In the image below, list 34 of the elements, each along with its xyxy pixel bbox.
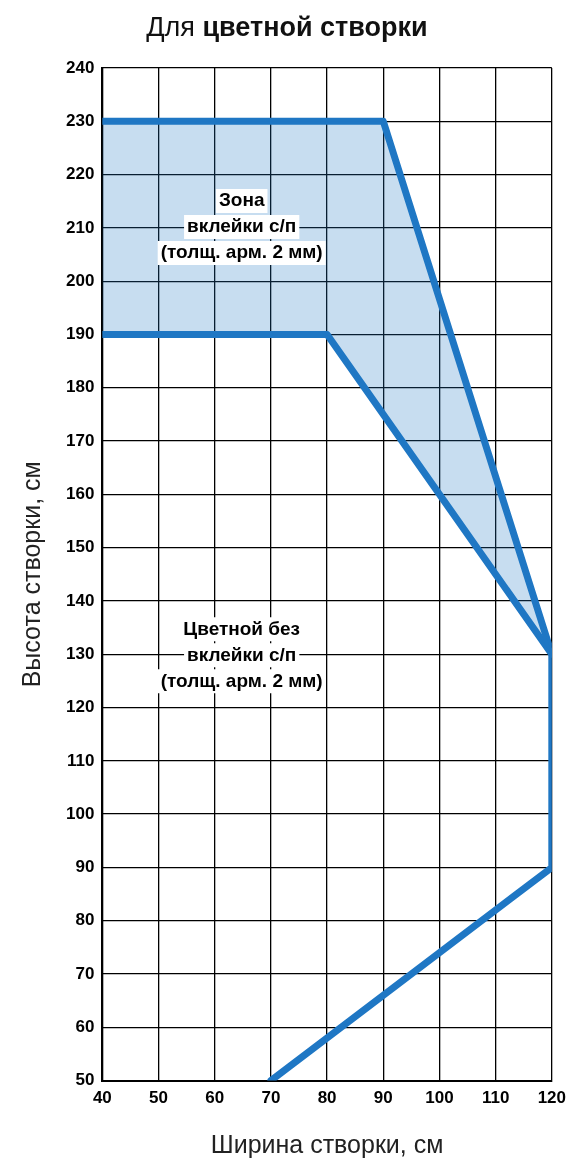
x-tick-label: 50 [149, 1088, 169, 1108]
chart-title: Для цветной створки [145, 12, 429, 43]
x-axis-title: Ширина створки, см [210, 1129, 444, 1158]
y-tick-label: 160 [65, 484, 95, 504]
y-tick-label: 80 [75, 910, 95, 930]
y-axis-title: Высота створки, см [16, 461, 45, 688]
y-tick-label: 210 [65, 217, 95, 237]
y-tick-label: 110 [66, 750, 95, 770]
annotation: Зона вклейки с/п (толщ. арм. 2 мм) [160, 189, 323, 263]
y-tick-label: 120 [65, 697, 95, 717]
y-tick-label: 50 [75, 1070, 95, 1090]
annotation: Цветной без вклейки с/п (толщ. арм. 2 мм) [160, 617, 323, 691]
x-tick-label: 80 [317, 1088, 337, 1108]
y-tick-label: 200 [65, 270, 95, 290]
y-tick-label: 220 [65, 164, 95, 184]
x-tick-label: 60 [205, 1088, 225, 1108]
y-tick-label: 60 [75, 1016, 95, 1036]
x-tick-label: 120 [537, 1088, 567, 1108]
x-tick-label: 100 [425, 1088, 454, 1108]
y-tick-label: 150 [65, 537, 95, 557]
x-tick-label: 110 [481, 1088, 510, 1108]
y-tick-label: 170 [65, 430, 95, 450]
y-tick-label: 180 [65, 377, 95, 397]
y-tick-label: 90 [75, 857, 95, 877]
y-tick-label: 100 [65, 803, 95, 823]
y-tick-label: 240 [65, 57, 95, 77]
y-tick-label: 190 [65, 324, 95, 344]
y-tick-label: 130 [65, 643, 95, 663]
x-tick-label: 90 [373, 1088, 393, 1108]
y-tick-label: 70 [75, 963, 95, 983]
x-tick-label: 40 [92, 1088, 112, 1108]
y-tick-label: 230 [65, 110, 95, 130]
y-tick-label: 140 [65, 590, 95, 610]
x-tick-label: 70 [261, 1088, 281, 1108]
